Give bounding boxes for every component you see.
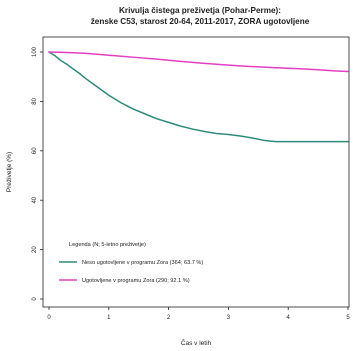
chart-subtitle: ženske C53, starost 20-64, 2011-2017, ZO… — [91, 17, 310, 26]
x-tick-label: 1 — [107, 315, 111, 321]
y-tick-label: 60 — [32, 147, 38, 154]
series-layer — [48, 51, 349, 143]
chart-title: Krivulja čistega preživetja (Pohar-Perme… — [119, 6, 281, 15]
legend-title: Legenda (N; 5-letno preživetje) — [69, 242, 146, 248]
x-tick-label: 3 — [227, 315, 231, 321]
x-tick-label: 4 — [287, 315, 291, 321]
x-axis-label: Čas v letih — [181, 338, 212, 347]
plot-frame — [42, 36, 350, 308]
y-tick-label: 80 — [32, 97, 38, 104]
legend-label-screened: Ugotovljene v programu Zora (290; 92.1 %… — [82, 278, 190, 284]
y-axis: 0 20 40 60 80 100 — [32, 46, 43, 301]
legend-label-unscreened: Neso ugotovljene v programu Zora (364; 6… — [82, 260, 203, 266]
y-tick-label: 0 — [32, 297, 38, 301]
x-axis: 0 1 2 3 4 5 — [47, 307, 350, 321]
legend: Legenda (N; 5-letno preživetje) Neso ugo… — [59, 242, 203, 284]
x-tick-label: 0 — [47, 315, 51, 321]
x-tick-label: 5 — [346, 315, 350, 321]
x-tick-label: 2 — [167, 315, 171, 321]
series-line-screened — [48, 51, 349, 73]
series-line-unscreened — [48, 51, 349, 143]
y-tick-label: 100 — [32, 46, 38, 57]
y-tick-label: 20 — [32, 246, 38, 253]
y-tick-label: 40 — [32, 196, 38, 203]
y-axis-label: Preživetje (%) — [6, 152, 13, 192]
